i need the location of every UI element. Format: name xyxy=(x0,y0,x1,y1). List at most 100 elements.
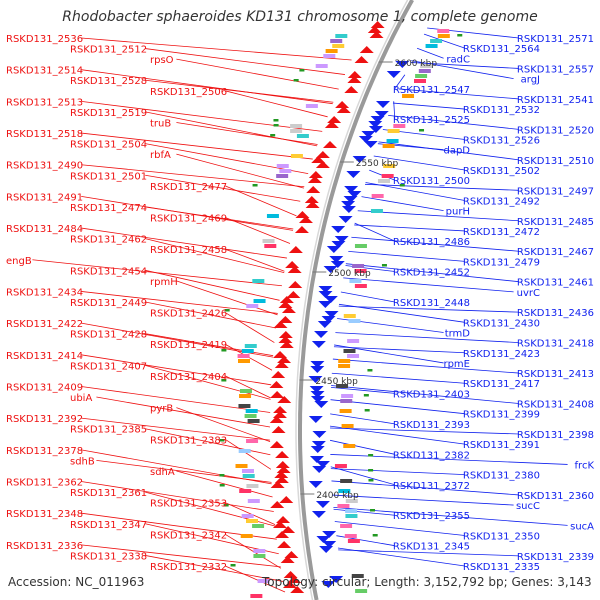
gc-skew-tick xyxy=(252,184,258,187)
reverse-gene-arrow xyxy=(341,201,356,208)
gc-skew-tick xyxy=(367,369,373,372)
forward-cog-block xyxy=(238,449,251,453)
forward-gene-arrow xyxy=(272,521,287,528)
label-callout-line xyxy=(81,417,271,441)
forward-gene-label: RSKD131_2469 xyxy=(150,214,227,225)
forward-gene-arrow xyxy=(280,556,295,563)
reverse-gene-arrow xyxy=(312,466,327,473)
forward-gene-arrow xyxy=(269,441,284,448)
forward-cog-block xyxy=(240,534,253,538)
reverse-cog-block xyxy=(337,504,350,508)
reverse-gene-label: RSKD131_2382 xyxy=(393,450,470,461)
label-callout-line xyxy=(145,206,294,230)
forward-gene-arrow xyxy=(359,46,374,53)
forward-gene-label: RSKD131_2458 xyxy=(150,245,227,256)
label-callout-line xyxy=(333,508,395,516)
label-callout-line xyxy=(330,399,465,415)
label-callout-line xyxy=(332,494,514,506)
reverse-gene-arrow xyxy=(323,296,338,303)
forward-gene-arrow xyxy=(290,586,305,593)
reverse-cog-block xyxy=(339,409,352,413)
backbone-inner-arc xyxy=(295,0,409,600)
reverse-gene-arrow xyxy=(329,576,344,583)
forward-cog-block xyxy=(253,299,266,303)
reverse-gene-arrow xyxy=(344,186,359,193)
reverse-gene-label: RSKD131_2436 xyxy=(517,308,594,319)
reverse-gene-arrow xyxy=(314,401,329,408)
label-callout-line xyxy=(394,74,406,90)
reverse-cog-block xyxy=(425,44,438,48)
forward-gene-label: RSKD131_2392 xyxy=(6,414,83,425)
backbone-layer xyxy=(295,0,414,600)
forward-gene-arrow xyxy=(287,266,302,273)
reverse-gene-arrow xyxy=(319,546,334,553)
reverse-gene-arrow xyxy=(347,191,362,198)
gc-skew-tick xyxy=(368,469,374,472)
forward-cog-block xyxy=(335,34,348,38)
label-callout-line xyxy=(338,549,519,557)
forward-cog-block xyxy=(241,469,254,473)
forward-cog-block xyxy=(235,464,248,468)
label-callout-line xyxy=(145,79,334,103)
forward-gene-arrow xyxy=(275,451,290,458)
reverse-gene-label: RSKD131_2350 xyxy=(463,532,540,543)
label-callout-line xyxy=(225,375,271,399)
reverse-cog-block xyxy=(430,39,443,43)
forward-cog-block xyxy=(246,484,259,488)
forward-gene-arrow xyxy=(324,121,339,128)
label-callout-line xyxy=(416,47,444,59)
reverse-gene-label: RSKD131_2526 xyxy=(463,136,540,147)
reverse-cog-block xyxy=(347,354,360,358)
reverse-gene-arrow xyxy=(318,286,333,293)
reverse-gene-arrow xyxy=(318,291,333,298)
forward-gene-label: RSKD131_2477 xyxy=(150,182,227,193)
label-callout-line xyxy=(411,60,514,80)
forward-gene-label: RSKD131_2407 xyxy=(70,361,147,372)
forward-gene-label: pyrB xyxy=(150,404,173,415)
label-callout-line xyxy=(81,291,278,314)
accession-text: Accession: NC_011963 xyxy=(8,575,145,589)
forward-gene-label: sdhB xyxy=(70,456,95,467)
reverse-cog-block xyxy=(415,74,428,78)
label-callout-line xyxy=(388,114,519,130)
forward-gene-arrow xyxy=(278,331,293,338)
reverse-gene-arrow xyxy=(309,386,324,393)
label-callout-line xyxy=(176,153,304,189)
forward-gene-label: RSKD131_2513 xyxy=(6,97,83,108)
reverse-gene-arrow xyxy=(331,241,346,248)
label-callout-line xyxy=(333,346,465,354)
gc-skew-tick xyxy=(221,379,227,382)
reverse-gene-arrow xyxy=(334,236,349,243)
scale-tick-label: 2500 kbp xyxy=(328,269,371,279)
reverse-cog-block xyxy=(340,524,353,528)
reverse-gene-arrow xyxy=(331,226,346,233)
reverse-cog-block xyxy=(347,539,360,543)
forward-cog-block xyxy=(237,354,250,358)
label-callout-line xyxy=(176,58,339,90)
reverse-gene-arrow xyxy=(311,511,326,518)
forward-gene-arrow xyxy=(287,576,302,583)
label-callout-line xyxy=(225,185,297,217)
reverse-gene-label: RSKD131_2520 xyxy=(517,125,594,136)
forward-gene-arrow xyxy=(273,351,288,358)
forward-gene-arrow xyxy=(307,176,322,183)
forward-gene-label: RSKD131_2484 xyxy=(6,224,83,235)
reverse-gene-arrow xyxy=(308,481,323,488)
gc-skew-tick xyxy=(219,484,225,487)
label-callout-line xyxy=(225,90,328,118)
label-callout-line xyxy=(81,544,281,568)
forward-gene-arrow xyxy=(271,371,286,378)
reverse-cog-block xyxy=(343,349,356,353)
gc-skew-tick xyxy=(457,34,463,37)
reverse-gene-label: RSKD131_2510 xyxy=(517,156,594,167)
gc-skew-tick xyxy=(273,124,279,127)
label-callout-line xyxy=(329,425,465,445)
reverse-cog-block xyxy=(340,399,353,403)
forward-gene-arrow xyxy=(274,361,289,368)
label-callout-line xyxy=(224,438,272,470)
label-callout-line xyxy=(145,555,284,582)
forward-gene-label: RSKD131_2419 xyxy=(150,340,227,351)
label-callout-line xyxy=(364,183,519,191)
forward-cog-block xyxy=(323,54,336,58)
reverse-cog-block xyxy=(381,174,394,178)
